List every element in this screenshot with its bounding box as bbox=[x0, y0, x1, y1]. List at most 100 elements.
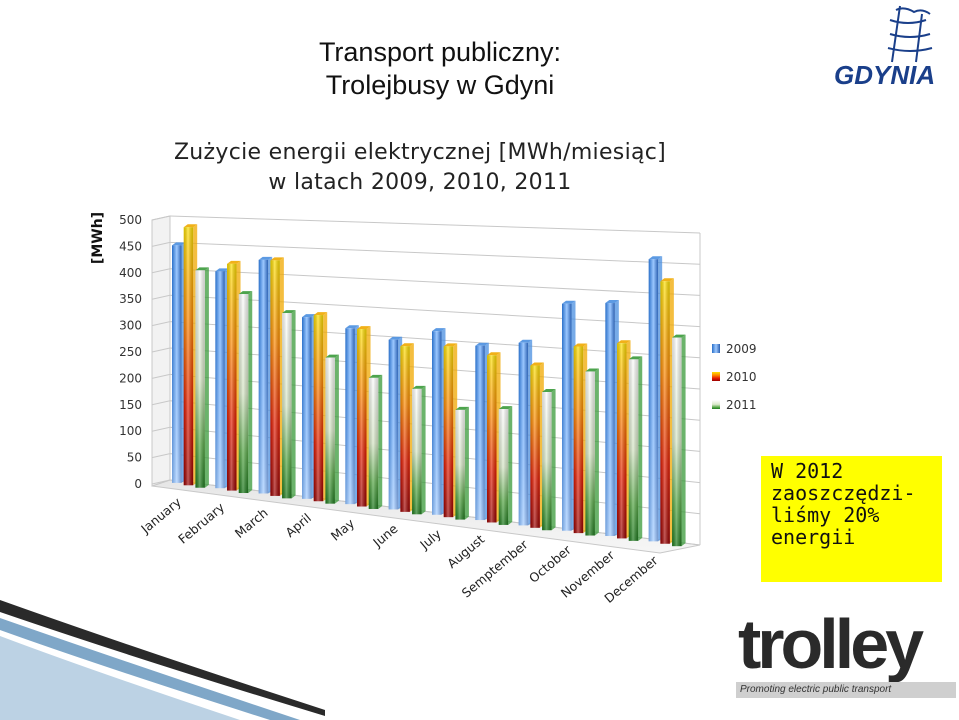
bar-2010-december bbox=[660, 278, 674, 544]
bar-2011-march bbox=[282, 310, 296, 499]
bar-shade bbox=[302, 317, 312, 499]
decorative-swoosh bbox=[0, 600, 325, 720]
bar-2009-june bbox=[388, 336, 403, 510]
bar-side bbox=[464, 406, 469, 520]
bar-cap bbox=[400, 343, 414, 347]
bar-2011-may bbox=[368, 374, 383, 509]
bar-shade bbox=[357, 329, 367, 507]
bar-shade bbox=[195, 270, 205, 488]
bar-cap bbox=[455, 406, 469, 410]
bar-2009-april bbox=[302, 314, 316, 499]
bar-shade bbox=[345, 328, 355, 505]
savings-callout: W 2012 zaoszczędzi- liśmy 20% energii bbox=[761, 456, 942, 582]
y-tick-label: 350 bbox=[119, 292, 142, 306]
chart-title-line2: w latach 2009, 2010, 2011 bbox=[268, 170, 572, 195]
bar-side bbox=[594, 368, 599, 536]
bar-side bbox=[291, 310, 296, 499]
y-tick-label: 450 bbox=[119, 239, 142, 253]
bar-shade bbox=[518, 342, 529, 526]
bar-shade bbox=[443, 346, 454, 518]
bar-cap bbox=[313, 312, 328, 316]
bar-2011-april bbox=[325, 354, 339, 504]
bar-2011-semptember bbox=[542, 389, 556, 531]
bar-cap bbox=[605, 300, 619, 304]
bar-shade bbox=[585, 371, 595, 536]
x-tick-label: January bbox=[137, 494, 184, 537]
bar-2011-february bbox=[238, 291, 253, 494]
bar-2009-august bbox=[475, 342, 489, 521]
bar-shade bbox=[282, 313, 292, 499]
bar-2009-february bbox=[215, 268, 229, 489]
bar-2011-october bbox=[585, 368, 599, 536]
bar-shade bbox=[238, 294, 249, 494]
gridline bbox=[169, 268, 701, 296]
bar-2010-october bbox=[573, 343, 588, 534]
bar-2010-january bbox=[183, 224, 198, 486]
bar-cap bbox=[648, 256, 663, 260]
bar-shade bbox=[400, 346, 410, 512]
bar-side bbox=[638, 356, 643, 541]
bar-cap bbox=[617, 340, 631, 344]
bar-shade bbox=[672, 337, 682, 547]
bar-cap bbox=[498, 406, 513, 410]
bar-2011-january bbox=[195, 267, 209, 488]
trolley-logo-text: trolley bbox=[738, 605, 924, 683]
bar-cap bbox=[388, 336, 403, 340]
bar-cap bbox=[530, 362, 544, 366]
bar-shade bbox=[542, 392, 552, 531]
bar-shade bbox=[270, 260, 280, 496]
bar-shade bbox=[215, 271, 225, 489]
x-tick-label: August bbox=[444, 531, 487, 571]
bar-cap bbox=[238, 291, 253, 295]
bar-shade bbox=[660, 281, 670, 544]
chart-title-line1: Zużycie energii elektrycznej [MWh/miesią… bbox=[173, 140, 667, 165]
y-tick-label: 300 bbox=[119, 319, 142, 333]
bar-2010-semptember bbox=[530, 362, 544, 528]
bar-cap bbox=[195, 267, 209, 271]
bar-shade bbox=[325, 357, 335, 504]
bar-2010-november bbox=[617, 340, 631, 539]
bar-2011-december bbox=[672, 334, 686, 547]
bar-cap bbox=[628, 356, 643, 360]
bar-cap bbox=[562, 300, 576, 304]
bar-shade bbox=[258, 259, 269, 494]
bar-cap bbox=[325, 354, 339, 358]
gridline bbox=[169, 241, 701, 265]
bar-2009-december bbox=[648, 256, 663, 542]
gridline bbox=[169, 215, 701, 234]
bar-side bbox=[421, 385, 426, 515]
bar-shade bbox=[487, 355, 497, 523]
legend-swatch-2009 bbox=[712, 344, 720, 353]
x-tick-label: October bbox=[526, 542, 575, 586]
gdynia-logo: GDYNIA bbox=[834, 5, 935, 90]
gridline bbox=[151, 215, 171, 221]
bar-cap bbox=[282, 310, 296, 314]
y-tick-label: 250 bbox=[119, 345, 142, 359]
callout-line: energii bbox=[771, 525, 856, 549]
bar-2009-october bbox=[562, 300, 576, 531]
bar-cap bbox=[412, 385, 426, 389]
bar-2010-march bbox=[270, 257, 284, 496]
gridline bbox=[151, 479, 171, 485]
bar-shade bbox=[573, 346, 584, 534]
bar-2010-june bbox=[400, 343, 414, 512]
bar-side bbox=[248, 291, 253, 494]
chart-title: Zużycie energii elektrycznej [MWh/miesią… bbox=[70, 138, 770, 198]
bar-cap bbox=[475, 342, 489, 346]
bar-cap bbox=[172, 242, 186, 246]
gridline bbox=[151, 241, 171, 247]
bar-cap bbox=[432, 328, 446, 332]
bar-shade bbox=[412, 388, 422, 515]
gridline bbox=[151, 347, 171, 353]
bar-2011-november bbox=[628, 356, 643, 541]
bar-cap bbox=[357, 326, 371, 330]
callout-line: liśmy 20% bbox=[771, 503, 880, 527]
bar-shade bbox=[183, 227, 194, 486]
gridline bbox=[151, 400, 171, 406]
y-tick-label: 50 bbox=[127, 451, 142, 465]
bar-cap bbox=[270, 257, 284, 261]
bar-cap bbox=[660, 278, 674, 282]
bar-cap bbox=[368, 374, 383, 378]
bar-2009-may bbox=[345, 325, 359, 505]
trolley-tagline: Promoting electric public transport bbox=[736, 682, 956, 698]
